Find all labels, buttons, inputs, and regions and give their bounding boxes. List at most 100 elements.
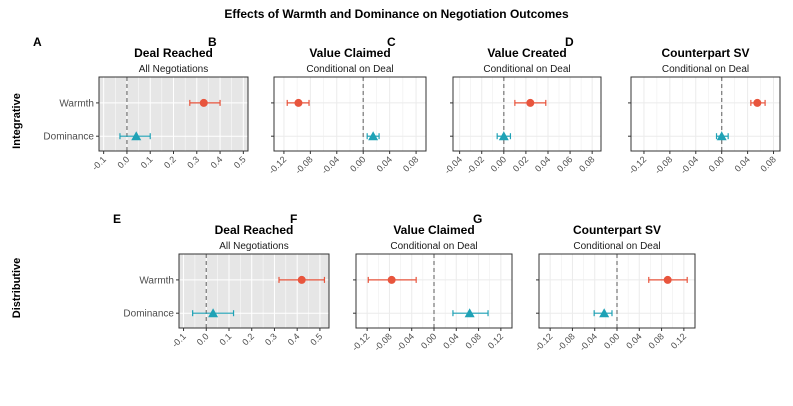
x-tick-label-d: -0.12 [627,154,649,176]
x-tick-label-e: 0.5 [308,331,324,347]
x-tick-label-c: 0.08 [577,154,596,173]
plot-frame-c [452,76,602,152]
panel-title-e: Deal Reached [215,223,294,237]
point-warmth-g [663,275,672,284]
panel-title-a: Deal Reached [134,46,213,60]
panel-e: E Deal Reached All Negotiations -0.1 0.0 0.1 0… [113,212,330,349]
plot-background-d [631,77,780,151]
x-tick-label-g: 0.12 [669,331,688,350]
panel-subtitle-e: All Negotiations [219,241,288,252]
x-tick-label-a: 0.1 [139,154,155,170]
x-tick-label-f: 0.08 [464,331,483,350]
category-label-a: Dominance [43,132,94,143]
panel-subtitle-f: Conditional on Deal [390,241,477,252]
x-tick-label-a: 0.4 [209,154,225,170]
panel-letter-d: D [565,35,574,49]
x-tick-label-c: 0.00 [489,154,508,173]
x-tick-label-f: -0.04 [395,331,417,353]
x-tick-label-e: -0.1 [170,331,188,349]
x-tick-label-g: 0.00 [602,331,621,350]
point-warmth-e [297,275,306,284]
panel-title-f: Value Claimed [393,223,474,237]
point-warmth-b [294,98,303,107]
x-tick-label-g: 0.08 [647,331,666,350]
panel-title-d: Counterpart SV [661,46,749,60]
category-label-a: Warmth [59,98,94,109]
panel-subtitle-d: Conditional on Deal [662,64,749,75]
point-dominance-b [368,131,379,141]
panel-subtitle-g: Conditional on Deal [573,241,660,252]
x-tick-label-e: 0.4 [286,331,302,347]
panel-title-b: Value Claimed [309,46,390,60]
panel-title-g: Counterpart SV [573,223,661,237]
x-tick-label-b: 0.08 [401,154,420,173]
point-dominance-d [716,131,727,141]
x-tick-label-f: 0.00 [419,331,438,350]
x-tick-label-c: 0.04 [533,154,552,173]
panel-letter-a: A [33,35,42,49]
panel-letter-b: B [208,35,217,49]
panel-letter-f: F [290,212,297,226]
x-tick-label-f: -0.08 [372,331,394,353]
panel-a: A Deal Reached All Negotiations -0.1 0.0 0.1 0… [33,35,249,172]
point-dominance-f [464,308,475,318]
row-label-distributive: Distributive [11,258,23,319]
x-tick-label-b: 0.04 [375,154,394,173]
panel-subtitle-b: Conditional on Deal [306,64,393,75]
x-tick-label-e: 0.1 [217,331,233,347]
point-warmth-d [753,98,762,107]
panel-title-c: Value Created [487,46,566,60]
plot-background-c [453,77,601,151]
x-tick-label-e: 0.3 [263,331,279,347]
panel-subtitle-a: All Negotiations [139,64,208,75]
x-tick-label-a: -0.1 [90,154,108,172]
figure-title: Effects of Warmth and Dominance on Negot… [224,7,569,21]
x-tick-label-a: 0.3 [185,154,201,170]
panel-letter-c: C [387,35,396,49]
x-tick-label-c: -0.02 [465,154,487,176]
x-tick-label-f: -0.12 [350,331,372,353]
x-tick-label-d: 0.08 [758,154,777,173]
point-warmth-c [526,98,535,107]
x-tick-label-g: -0.08 [555,331,577,353]
point-dominance-g [599,308,610,318]
panel-subtitle-c: Conditional on Deal [483,64,570,75]
row-label-integrative: Integrative [11,93,23,149]
x-tick-label-d: -0.08 [653,154,675,176]
panel-letter-e: E [113,212,121,226]
x-tick-label-b: -0.04 [320,154,342,176]
x-tick-label-d: 0.00 [707,154,726,173]
x-tick-label-a: 0.0 [115,154,131,170]
point-warmth-f [387,275,396,284]
x-tick-label-c: -0.04 [442,154,464,176]
plot-frame-d [630,76,781,152]
x-tick-label-d: 0.04 [733,154,752,173]
panels: A Deal Reached All Negotiations -0.1 0.0 0.1 0… [33,35,781,353]
plot-frame-b [273,76,427,152]
x-tick-label-c: 0.02 [511,154,530,173]
category-label-e: Dominance [123,309,174,320]
point-dominance-e [208,308,219,318]
x-tick-label-a: 0.2 [162,154,178,170]
x-tick-label-b: 0.00 [348,154,367,173]
x-tick-label-e: 0.2 [240,331,256,347]
x-tick-label-b: -0.08 [293,154,315,176]
x-tick-label-g: 0.04 [624,331,643,350]
x-tick-label-e: 0.0 [195,331,211,347]
point-warmth-a [199,98,208,107]
category-label-e: Warmth [139,275,174,286]
x-tick-label-c: 0.06 [555,154,574,173]
x-tick-label-a: 0.5 [232,154,248,170]
x-tick-label-b: -0.12 [267,154,289,176]
plot-background-e [179,254,329,328]
x-tick-label-d: -0.04 [679,154,701,176]
plot-frame-e [178,253,330,329]
x-tick-label-f: 0.12 [486,331,505,350]
point-dominance-a [131,131,142,141]
panel-letter-g: G [473,212,482,226]
x-tick-label-g: -0.04 [578,331,600,353]
